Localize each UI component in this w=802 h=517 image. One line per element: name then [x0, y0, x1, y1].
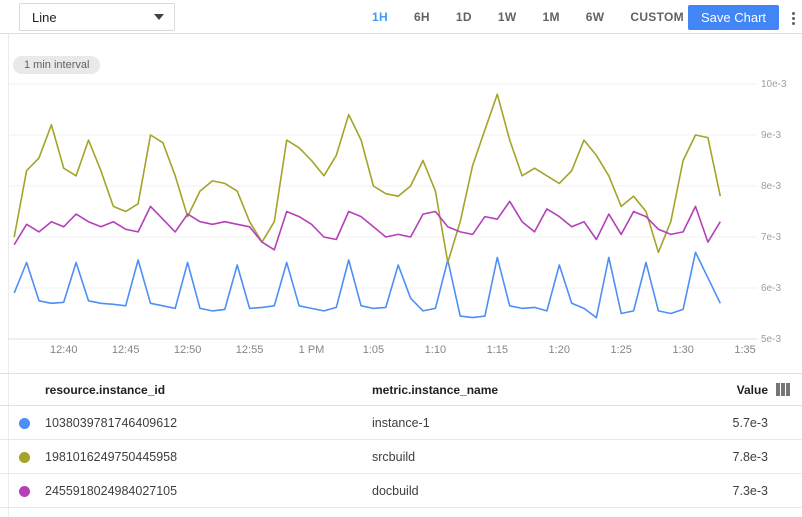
interval-badge-label: 1 min interval [24, 59, 90, 71]
series-color-dot [19, 418, 30, 429]
table-row[interactable]: 2455918024984027105 docbuild 7.3e-3 [0, 474, 802, 508]
series-color-dot [19, 452, 30, 463]
y-axis-label: 7e-3 [761, 232, 781, 243]
save-chart-button[interactable]: Save Chart [688, 5, 780, 30]
time-range-button-custom[interactable]: CUSTOM [630, 10, 684, 24]
chevron-down-icon [154, 14, 164, 20]
x-axis-label: 1:20 [549, 344, 570, 356]
x-axis-label: 1:15 [487, 344, 508, 356]
cell-instance-id: 2455918024984027105 [45, 484, 178, 498]
card-left-border [8, 34, 9, 517]
x-axis-label: 12:40 [50, 344, 78, 356]
chart-type-select[interactable]: Line [19, 3, 175, 31]
column-selector-icon[interactable] [776, 383, 790, 396]
cell-instance-name: srcbuild [372, 450, 416, 464]
column-header-value: Value [736, 383, 768, 397]
cell-value: 5.7e-3 [732, 416, 768, 430]
x-axis-label: 1 PM [299, 344, 325, 356]
interval-badge: 1 min interval [13, 56, 101, 74]
column-header-instance-name: metric.instance_name [372, 383, 499, 397]
time-range-button-1w[interactable]: 1W [497, 10, 517, 24]
x-axis-label: 12:50 [174, 344, 202, 356]
chart-toolbar: Line 1H 6H 1D 1W 1M 6W CUSTOM Save Chart [0, 0, 802, 34]
time-range-button-6w[interactable]: 6W [585, 10, 605, 24]
column-header-instance-id: resource.instance_id [45, 383, 166, 397]
more-options-icon[interactable] [786, 8, 800, 28]
time-range-button-1m[interactable]: 1M [542, 10, 560, 24]
x-axis-label: 1:35 [734, 344, 755, 356]
x-axis-label: 1:30 [672, 344, 693, 356]
series-line-docbuild [13, 200, 721, 251]
x-axis-label: 1:10 [425, 344, 446, 356]
y-axis-label: 8e-3 [761, 181, 781, 192]
time-range-group: 1H 6H 1D 1W 1M 6W CUSTOM [372, 0, 684, 34]
time-range-button-1d[interactable]: 1D [455, 10, 472, 24]
cell-instance-id: 1981016249750445958 [45, 450, 178, 464]
cell-instance-name: instance-1 [372, 416, 430, 430]
series-color-dot [19, 486, 30, 497]
time-range-button-6h[interactable]: 6H [413, 10, 430, 24]
series-line-instance-1 [13, 251, 722, 319]
x-axis-label: 12:55 [236, 344, 264, 356]
x-axis-label: 12:45 [112, 344, 140, 356]
y-axis-label: 5e-3 [761, 334, 781, 345]
legend-table-header: resource.instance_id metric.instance_nam… [0, 374, 802, 406]
y-axis-label: 9e-3 [761, 130, 781, 141]
y-axis-label: 6e-3 [761, 283, 781, 294]
x-axis-label: 1:25 [610, 344, 631, 356]
cell-instance-id: 1038039781746409612 [45, 416, 178, 430]
table-row[interactable]: 1981016249750445958 srcbuild 7.8e-3 [0, 440, 802, 474]
cell-value: 7.8e-3 [732, 450, 768, 464]
save-chart-label: Save Chart [701, 10, 767, 25]
legend-table: resource.instance_id metric.instance_nam… [0, 373, 802, 508]
time-range-button-1h[interactable]: 1H [372, 10, 388, 24]
x-axis-label: 1:05 [363, 344, 384, 356]
y-axis-label: 10e-3 [761, 79, 787, 90]
series-line-srcbuild [13, 93, 722, 264]
cell-instance-name: docbuild [372, 484, 419, 498]
cell-value: 7.3e-3 [732, 484, 768, 498]
chart-type-value: Line [32, 9, 57, 25]
line-chart[interactable]: 10e-3 9e-3 8e-3 7e-3 6e-3 5e-3 12:40 12:45 12:50… [0, 34, 802, 372]
table-row[interactable]: 1038039781746409612 instance-1 5.7e-3 [0, 406, 802, 440]
